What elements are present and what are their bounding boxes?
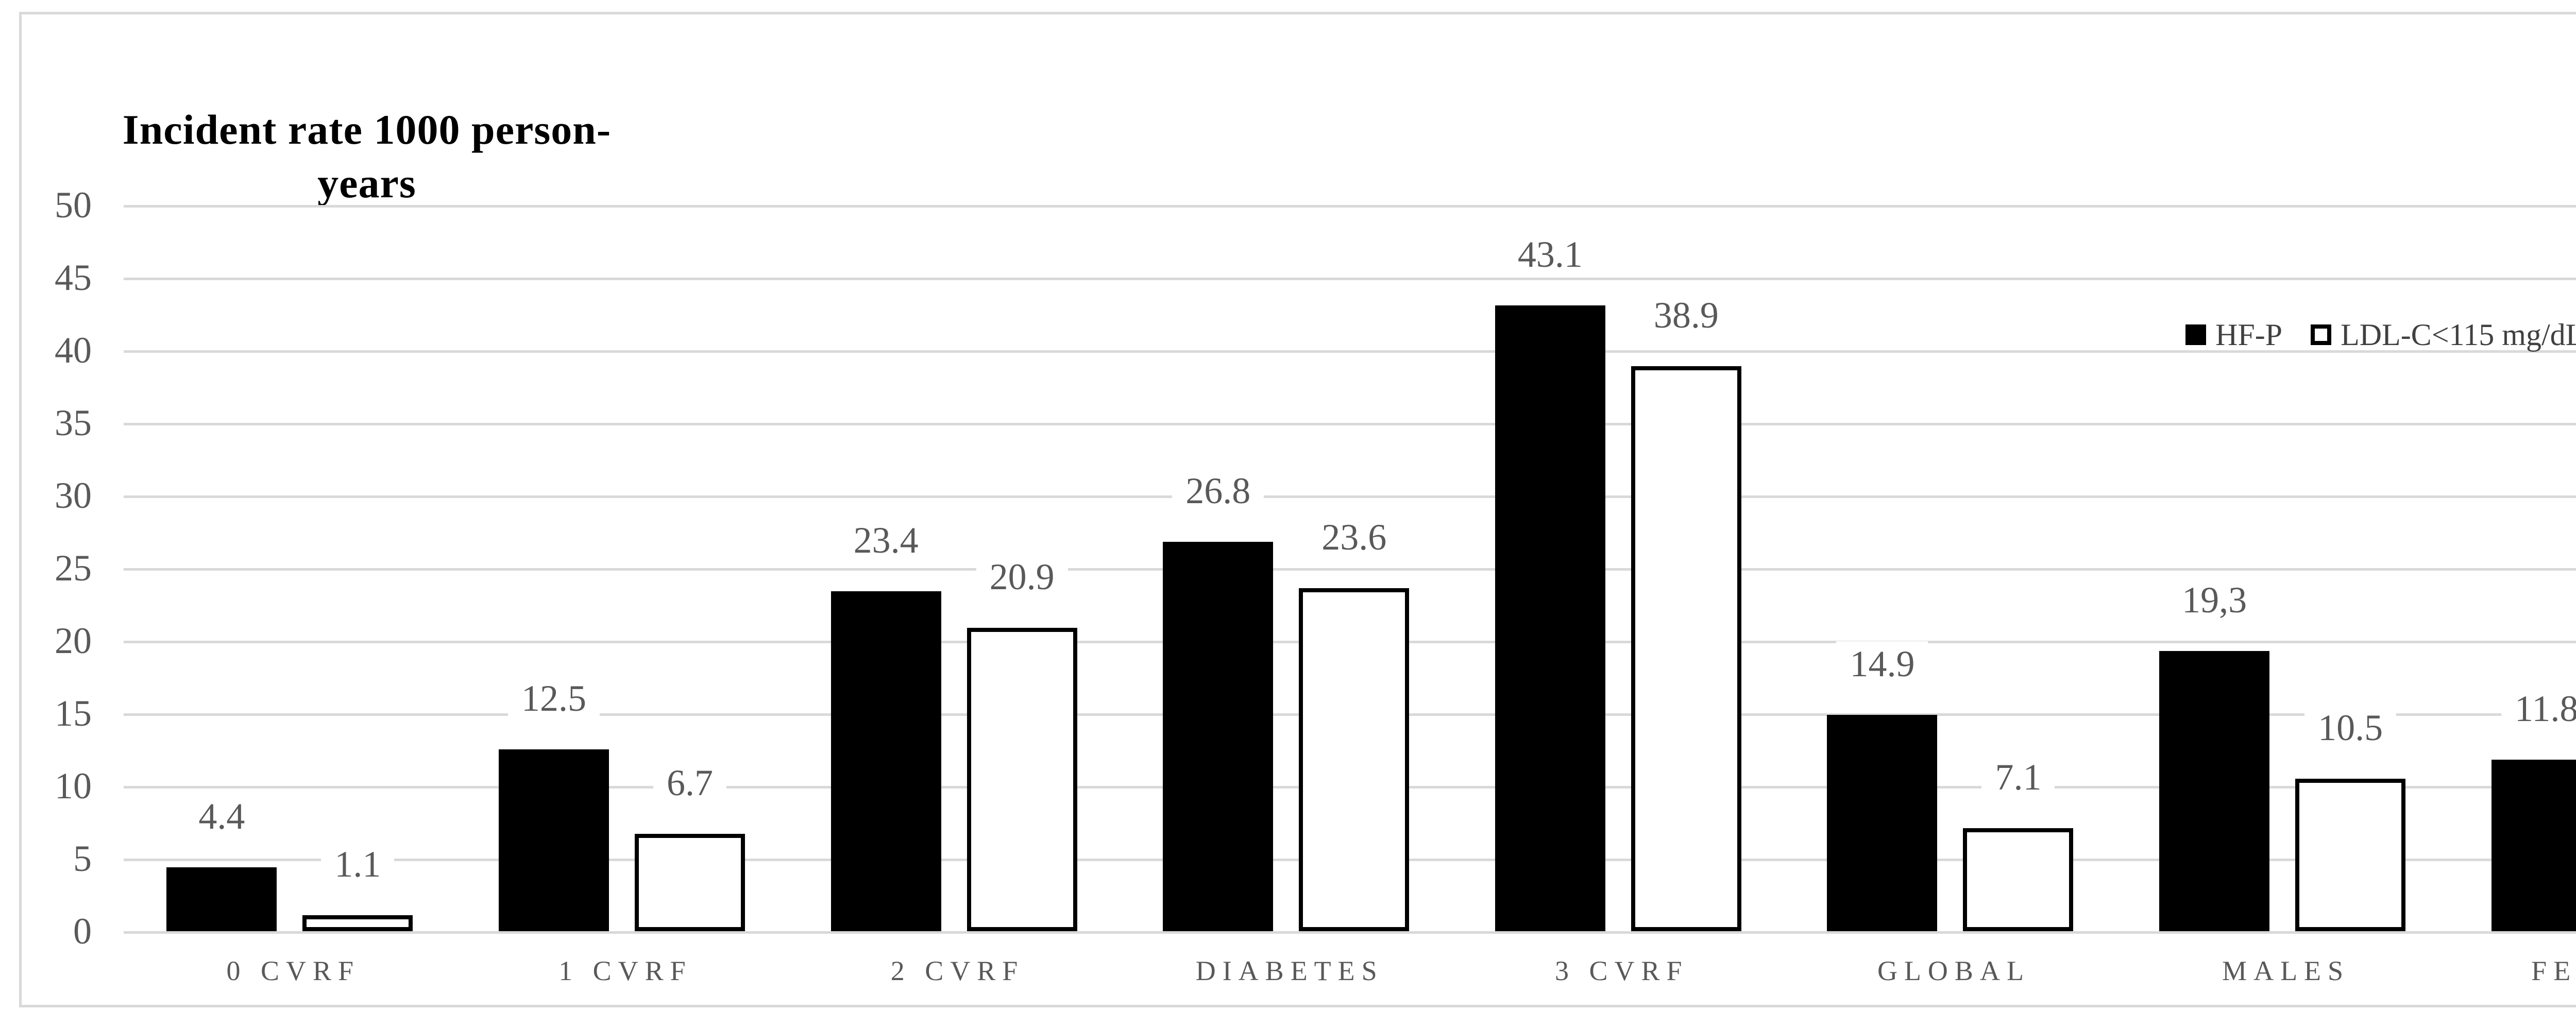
x-tick-label-0-cvrf: 0 CVRF [226, 955, 361, 986]
legend-swatch-filled-icon [2185, 324, 2206, 345]
x-tick-label-males: MALES [2222, 955, 2350, 986]
value-label-hfp-males: 19,3 [2168, 577, 2261, 623]
legend-item-ldlc: LDL-C<115 mg/dL [2311, 317, 2576, 353]
x-tick-label-females: FEMALES [2531, 955, 2576, 986]
value-label-ldlc-global: 7.1 [1981, 755, 2055, 800]
legend: HF-P LDL-C<115 mg/dL [2185, 317, 2576, 353]
bar-hfp-global [1827, 715, 1938, 931]
chart-title-line-2: years [317, 160, 416, 207]
value-label-hfp-diabetes: 26.8 [1172, 468, 1264, 513]
chart-title: Incident rate 1000 person- years [109, 103, 624, 210]
gridline-40 [124, 350, 2576, 353]
bar-ldlc-diabetes [1299, 588, 1410, 931]
value-label-hfp-females: 11.8 [2501, 686, 2576, 731]
y-tick-label-20: 20 [55, 620, 92, 661]
value-label-ldlc-1-cvrf: 6.7 [653, 760, 726, 806]
y-tick-label-50: 50 [55, 184, 92, 226]
bar-ldlc-males [2295, 779, 2406, 931]
legend-swatch-outlined-icon [2311, 324, 2332, 345]
x-tick-label-3-cvrf: 3 CVRF [1555, 955, 1689, 986]
value-label-ldlc-males: 10.5 [2304, 705, 2397, 750]
x-tick-label-1-cvrf: 1 CVRF [558, 955, 692, 986]
value-label-hfp-2-cvrf: 23.4 [840, 518, 932, 563]
chart-title-line-1: Incident rate 1000 person- [122, 106, 612, 153]
bar-ldlc-0-cvrf [302, 915, 413, 931]
value-label-hfp-1-cvrf: 12.5 [507, 676, 600, 721]
gridline-50 [124, 205, 2576, 208]
y-tick-label-35: 35 [55, 402, 92, 443]
bar-ldlc-1-cvrf [634, 834, 745, 931]
value-label-ldlc-2-cvrf: 20.9 [976, 554, 1068, 599]
y-tick-label-45: 45 [55, 257, 92, 298]
legend-label-ldlc: LDL-C<115 mg/dL [2341, 317, 2576, 352]
value-label-hfp-global: 14.9 [1836, 641, 1928, 687]
legend-item-hfp: HF-P [2185, 317, 2282, 353]
y-tick-label-40: 40 [55, 330, 92, 371]
bar-hfp-3-cvrf [1495, 305, 1605, 931]
gridline-45 [124, 278, 2576, 280]
value-label-ldlc-0-cvrf: 1.1 [321, 842, 395, 887]
bar-hfp-0-cvrf [166, 867, 277, 931]
legend-label-hfp: HF-P [2215, 317, 2283, 352]
value-label-hfp-0-cvrf: 4.4 [185, 794, 259, 839]
x-tick-label-diabetes: DIABETES [1195, 955, 1384, 986]
y-tick-label-10: 10 [55, 765, 92, 807]
bar-hfp-males [2159, 651, 2270, 931]
value-label-ldlc-diabetes: 23.6 [1308, 515, 1400, 560]
gridline-30 [124, 495, 2576, 498]
chart-frame: Incident rate 1000 person- years 0 5 10 15 2… [19, 12, 2576, 1007]
x-tick-label-2-cvrf: 2 CVRF [890, 955, 1025, 986]
value-label-hfp-3-cvrf: 43.1 [1504, 232, 1596, 277]
gridline-0 [124, 931, 2576, 934]
value-label-ldlc-3-cvrf: 38.9 [1640, 293, 1732, 338]
gridline-25 [124, 568, 2576, 571]
x-tick-label-global: GLOBAL [1877, 955, 2030, 986]
gridline-35 [124, 423, 2576, 425]
y-tick-label-25: 25 [55, 547, 92, 589]
y-tick-label-30: 30 [55, 475, 92, 516]
y-tick-label-15: 15 [55, 693, 92, 734]
bar-hfp-diabetes [1163, 542, 1274, 931]
y-tick-label-5: 5 [73, 838, 92, 879]
bar-hfp-1-cvrf [498, 749, 609, 931]
bar-hfp-2-cvrf [831, 591, 941, 931]
bar-hfp-females [2491, 760, 2576, 931]
bar-ldlc-global [1963, 828, 2074, 931]
y-tick-label-0: 0 [73, 911, 92, 952]
bar-ldlc-3-cvrf [1631, 366, 1741, 931]
bar-ldlc-2-cvrf [967, 628, 1077, 931]
